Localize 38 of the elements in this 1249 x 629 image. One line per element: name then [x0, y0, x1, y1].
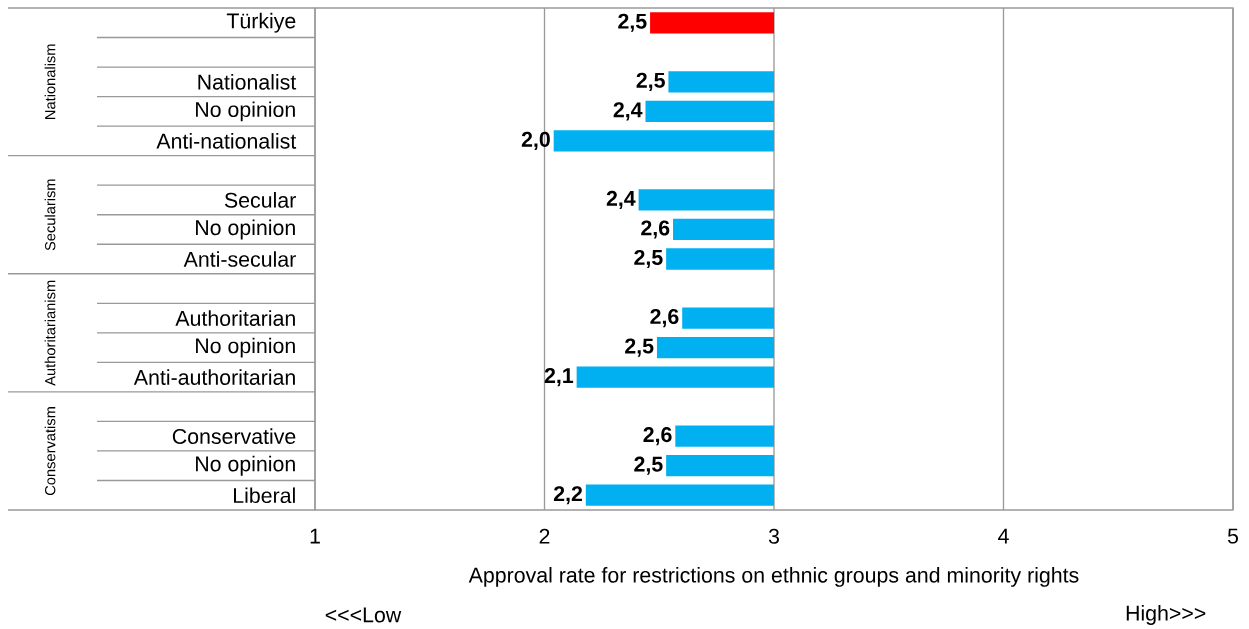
data-label: 2,6: [641, 220, 670, 239]
text: Conservatism: [44, 407, 56, 496]
x-tick-label: 5: [1227, 528, 1239, 544]
text: Nationalism: [44, 44, 56, 119]
y-tick-label: Türkiye: [226, 12, 296, 33]
y-tick-label: No opinion: [196, 337, 295, 358]
text: High>>>: [1126, 605, 1206, 625]
y-tick-label: Liberal: [234, 487, 295, 504]
y-tick-label: Anti-secular: [183, 251, 296, 267]
data-label: 2,6: [643, 427, 672, 446]
text: <<<Low: [325, 607, 402, 623]
y-tick-label: No opinion: [196, 101, 295, 122]
y-tick-label: Authoritarian: [175, 310, 295, 326]
data-label: 2,5: [618, 13, 647, 32]
text: Secularism: [44, 179, 56, 251]
data-label: 2,5: [625, 338, 654, 357]
data-label: 2,6: [650, 308, 679, 328]
y-tick-label: Conservative: [172, 428, 296, 445]
y-tick-label: Anti-authoritarian: [133, 369, 295, 385]
x-axis-title: Approval rate for restrictions on ethnic groups and minority rights: [468, 566, 1079, 587]
text: Authoritarianism: [44, 280, 56, 386]
x-tick-label: 4: [998, 528, 1009, 544]
data-label: 2,1: [544, 368, 574, 387]
y-tick-label: Anti-nationalist: [156, 133, 297, 149]
y-tick-label: Nationalist: [198, 74, 297, 90]
x-tick-label: 2: [539, 528, 550, 544]
data-label: 2,2: [553, 486, 583, 505]
y-tick-label: Secular: [224, 192, 296, 208]
data-label: 2,0: [521, 131, 550, 150]
data-label: 2,5: [636, 72, 665, 91]
y-tick-label: No opinion: [196, 219, 295, 240]
x-tick-label: 1: [310, 528, 320, 544]
y-tick-label: No opinion: [196, 455, 295, 476]
x-tick-label: 3: [768, 528, 779, 544]
data-label: 2,5: [634, 456, 663, 475]
data-label: 2,5: [634, 249, 663, 269]
data-label: 2,4: [613, 102, 643, 121]
data-label: 2,4: [606, 190, 636, 210]
